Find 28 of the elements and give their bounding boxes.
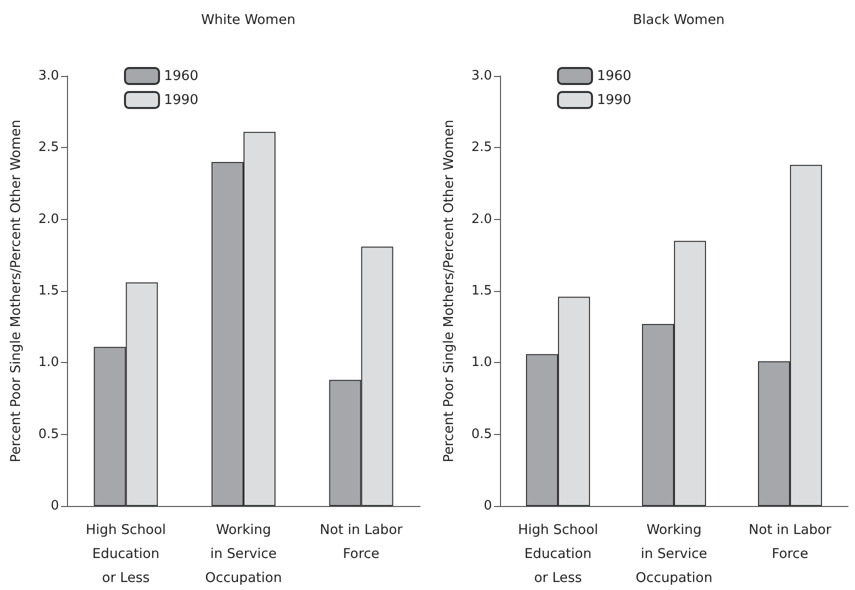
y-tick-label: 0.5 <box>38 426 59 442</box>
y-tick-label: 0 <box>50 498 59 514</box>
x-tick-label: Working in Service Occupation <box>205 522 282 586</box>
x-tick-label: Not in Labor Force <box>320 522 403 562</box>
y-tick-label: 2.0 <box>470 212 492 227</box>
y-axis-title: Percent Poor Single Mothers/Percent Other Women <box>8 120 24 462</box>
chart-title: White Women <box>201 12 296 28</box>
y-axis-title: Percent Poor Single Mothers/Percent Other Women <box>440 120 456 462</box>
x-tick-label: Not in Labor Force <box>748 522 832 562</box>
y-tick-label: 1.0 <box>470 355 492 370</box>
x-tick-label: Working in Service Occupation <box>635 522 712 586</box>
legend-label: 1990 <box>596 92 631 108</box>
legend-label: 1990 <box>164 92 198 108</box>
y-tick-label: 0.5 <box>470 426 492 442</box>
legend-label: 1960 <box>164 68 198 84</box>
legend-label: 1960 <box>596 68 631 84</box>
y-tick-label: 2.0 <box>38 212 59 227</box>
x-tick-label: High School Education or Less <box>517 522 598 586</box>
y-tick-label: 1.0 <box>38 355 59 370</box>
y-tick-label: 1.5 <box>38 284 59 298</box>
y-tick-label: 2.5 <box>470 140 492 156</box>
y-tick-label: 0 <box>483 498 492 514</box>
y-tick-label: 1.5 <box>470 284 492 298</box>
x-tick-label: High School Education or Less <box>86 522 166 586</box>
y-tick-label: 3.0 <box>38 68 59 84</box>
y-tick-label: 2.5 <box>38 140 59 156</box>
chart-title: Black Women <box>632 12 724 28</box>
y-tick-label: 3.0 <box>470 68 492 84</box>
